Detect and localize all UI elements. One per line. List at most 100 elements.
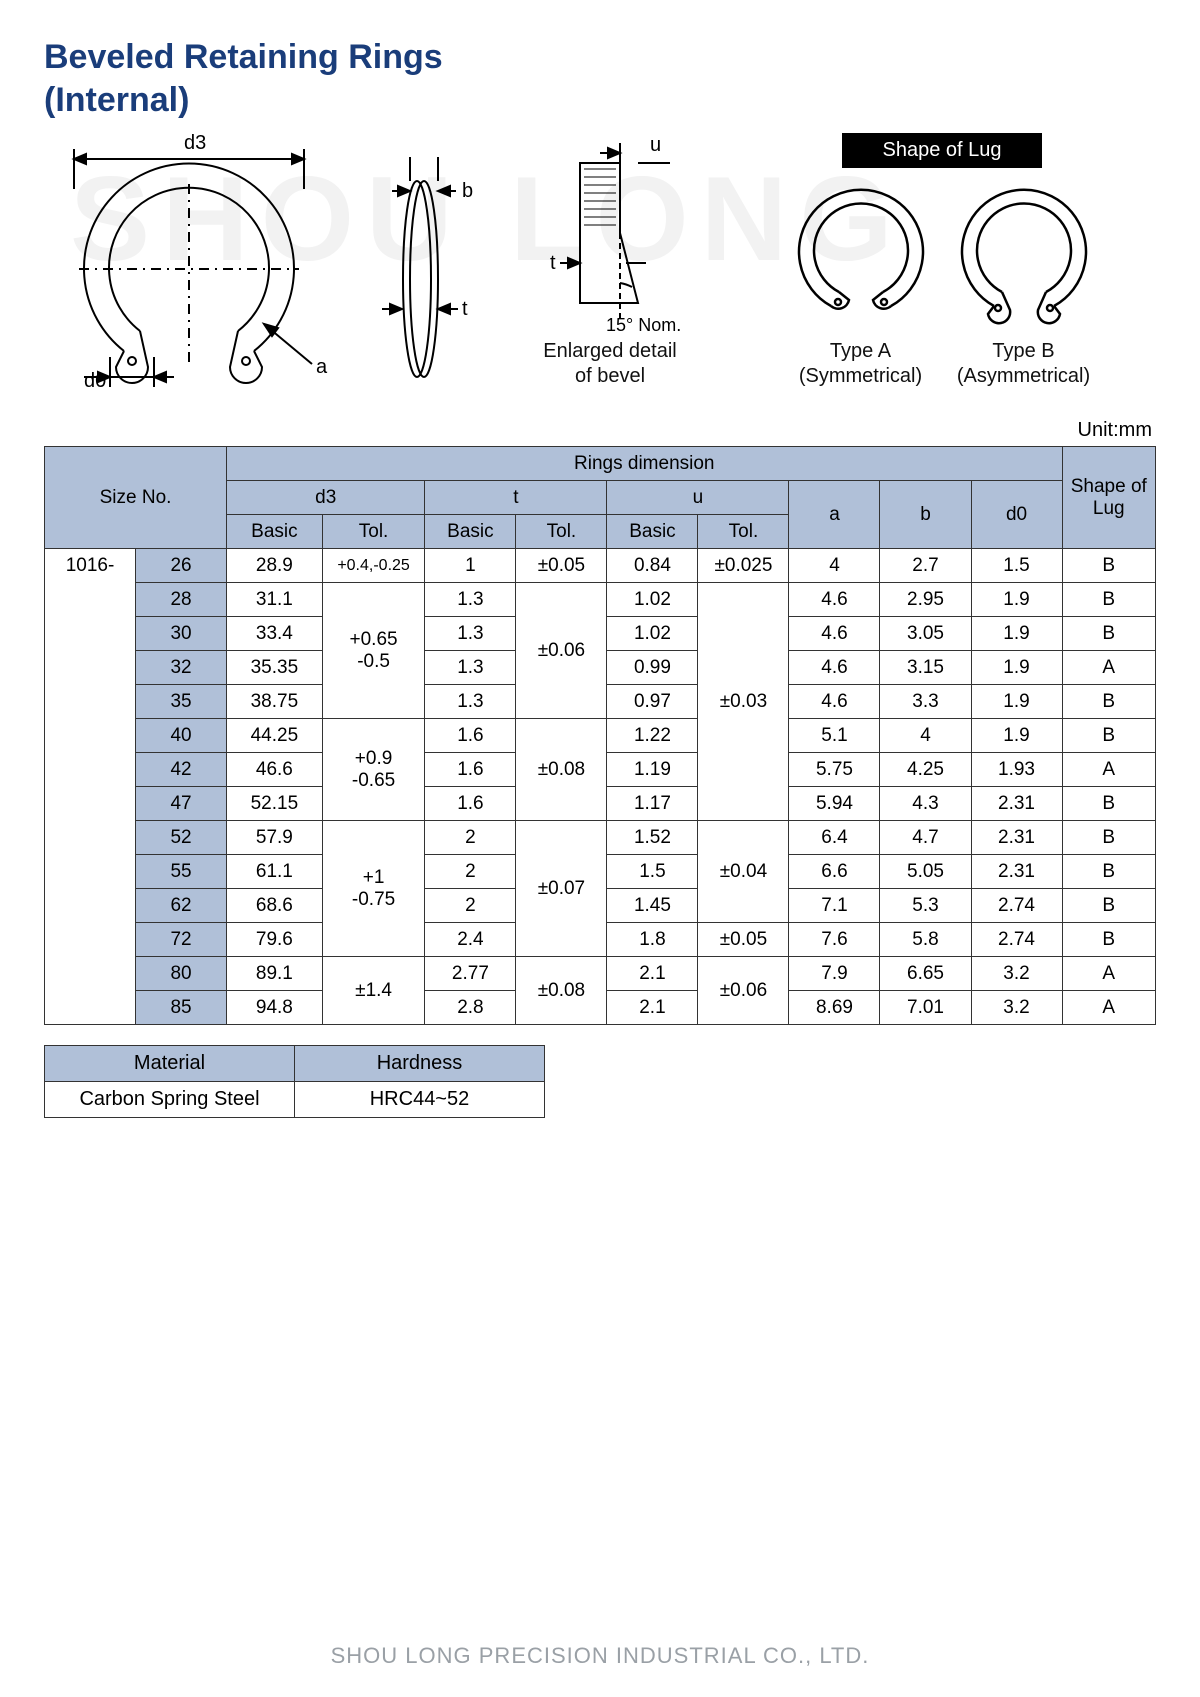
d3-basic: 61.1 (227, 855, 323, 889)
t-tol: ±0.07 (516, 821, 607, 957)
u-basic: 1.02 (607, 617, 698, 651)
u-dim-label: u (650, 134, 661, 156)
hdr-d3: d3 (227, 481, 425, 515)
d3-basic: 38.75 (227, 685, 323, 719)
a-cell: 4.6 (789, 617, 880, 651)
unit-label: Unit:mm (44, 419, 1152, 442)
size-cell: 47 (136, 787, 227, 821)
t-tol: ±0.08 (516, 719, 607, 821)
type-a-l2: (Symmetrical) (799, 365, 922, 387)
lug-cell: B (1062, 821, 1155, 855)
bevel-caption-l2: of bevel (575, 365, 645, 387)
u-basic: 1.17 (607, 787, 698, 821)
hdr-u-basic: Basic (607, 515, 698, 549)
size-cell: 32 (136, 651, 227, 685)
d0-cell: 1.9 (971, 719, 1062, 753)
d3-basic: 79.6 (227, 923, 323, 957)
hdr-d0: d0 (971, 481, 1062, 549)
lug-cell: B (1062, 685, 1155, 719)
d3-basic: 31.1 (227, 583, 323, 617)
diagram-row: d3 d0 a (44, 129, 1156, 389)
lug-cell: B (1062, 889, 1155, 923)
hdr-d3-tol: Tol. (322, 515, 425, 549)
table-row: 8089.1±1.42.77±0.082.1±0.067.96.653.2A (45, 957, 1156, 991)
hdr-u: u (607, 481, 789, 515)
lug-title-badge: Shape of Lug (842, 133, 1042, 168)
ring-front-svg: d3 d0 a (44, 129, 334, 389)
mat-val-hardness: HRC44~52 (295, 1082, 545, 1118)
d3-basic: 94.8 (227, 991, 323, 1025)
diagram-lug-types: Shape of Lug Type A (728, 133, 1156, 389)
mat-hdr-material: Material (45, 1046, 295, 1082)
lug-cell: B (1062, 787, 1155, 821)
a-cell: 5.75 (789, 753, 880, 787)
d0-cell: 2.74 (971, 889, 1062, 923)
hdr-t: t (425, 481, 607, 515)
u-tol: ±0.04 (698, 821, 789, 923)
d3-tol: ±1.4 (322, 957, 425, 1025)
size-prefix: 1016- (45, 549, 136, 1025)
table-row: 4044.25+0.9-0.651.6±0.081.225.141.9B (45, 719, 1156, 753)
u-basic: 1.8 (607, 923, 698, 957)
d3-basic: 33.4 (227, 617, 323, 651)
t-basic: 1.3 (425, 617, 516, 651)
diagram-ring-front: d3 d0 a (44, 129, 334, 389)
hdr-t-basic: Basic (425, 515, 516, 549)
bevel-svg: u t 15° Nom. (520, 133, 700, 333)
diagram-ring-side: b t (362, 139, 492, 389)
d0-dim-label: d0 (84, 370, 106, 389)
type-b-l1: Type B (992, 340, 1054, 362)
u-tol: ±0.025 (698, 549, 789, 583)
ring-side-svg: b t (362, 139, 492, 389)
lug-cell: A (1062, 753, 1155, 787)
size-cell: 55 (136, 855, 227, 889)
b-dim-label: b (462, 180, 473, 202)
table-row: 2831.1+0.65-0.51.3±0.061.02±0.034.62.951… (45, 583, 1156, 617)
t-basic: 2 (425, 821, 516, 855)
table-row: 5257.9+1-0.752±0.071.52±0.046.44.72.31B (45, 821, 1156, 855)
d3-tol: +1-0.75 (322, 821, 425, 957)
title-line-1: Beveled Retaining Rings (44, 38, 443, 76)
a-cell: 4.6 (789, 651, 880, 685)
t-basic: 1.3 (425, 651, 516, 685)
a-cell: 6.6 (789, 855, 880, 889)
size-cell: 30 (136, 617, 227, 651)
hdr-shape-lug: Shape of Lug (1062, 447, 1155, 549)
u-basic: 0.99 (607, 651, 698, 685)
u-basic: 0.97 (607, 685, 698, 719)
b-cell: 6.65 (880, 957, 971, 991)
d3-basic: 57.9 (227, 821, 323, 855)
b-cell: 2.95 (880, 583, 971, 617)
d0-cell: 2.31 (971, 855, 1062, 889)
d3-tol: +0.65-0.5 (322, 583, 425, 719)
u-basic: 1.22 (607, 719, 698, 753)
a-cell: 4 (789, 549, 880, 583)
d3-basic: 44.25 (227, 719, 323, 753)
d0-cell: 2.31 (971, 787, 1062, 821)
mat-val-material: Carbon Spring Steel (45, 1082, 295, 1118)
t-basic: 2.4 (425, 923, 516, 957)
size-cell: 62 (136, 889, 227, 923)
d0-cell: 1.9 (971, 583, 1062, 617)
lug-cell: B (1062, 583, 1155, 617)
lug-type-b-svg (946, 178, 1101, 328)
b-cell: 5.8 (880, 923, 971, 957)
size-cell: 72 (136, 923, 227, 957)
mat-hdr-hardness: Hardness (295, 1046, 545, 1082)
a-cell: 8.69 (789, 991, 880, 1025)
b-cell: 2.7 (880, 549, 971, 583)
t-basic: 2 (425, 855, 516, 889)
a-dim-label: a (316, 356, 328, 378)
lug-cell: A (1062, 957, 1155, 991)
t-basic: 2 (425, 889, 516, 923)
u-tol: ±0.05 (698, 923, 789, 957)
angle-label: 15° Nom. (606, 315, 681, 333)
b-cell: 7.01 (880, 991, 971, 1025)
b-cell: 3.05 (880, 617, 971, 651)
t-basic: 1 (425, 549, 516, 583)
d3-dim-label: d3 (184, 132, 206, 154)
size-cell: 35 (136, 685, 227, 719)
a-cell: 4.6 (789, 685, 880, 719)
a-cell: 7.6 (789, 923, 880, 957)
t-basic: 1.6 (425, 719, 516, 753)
